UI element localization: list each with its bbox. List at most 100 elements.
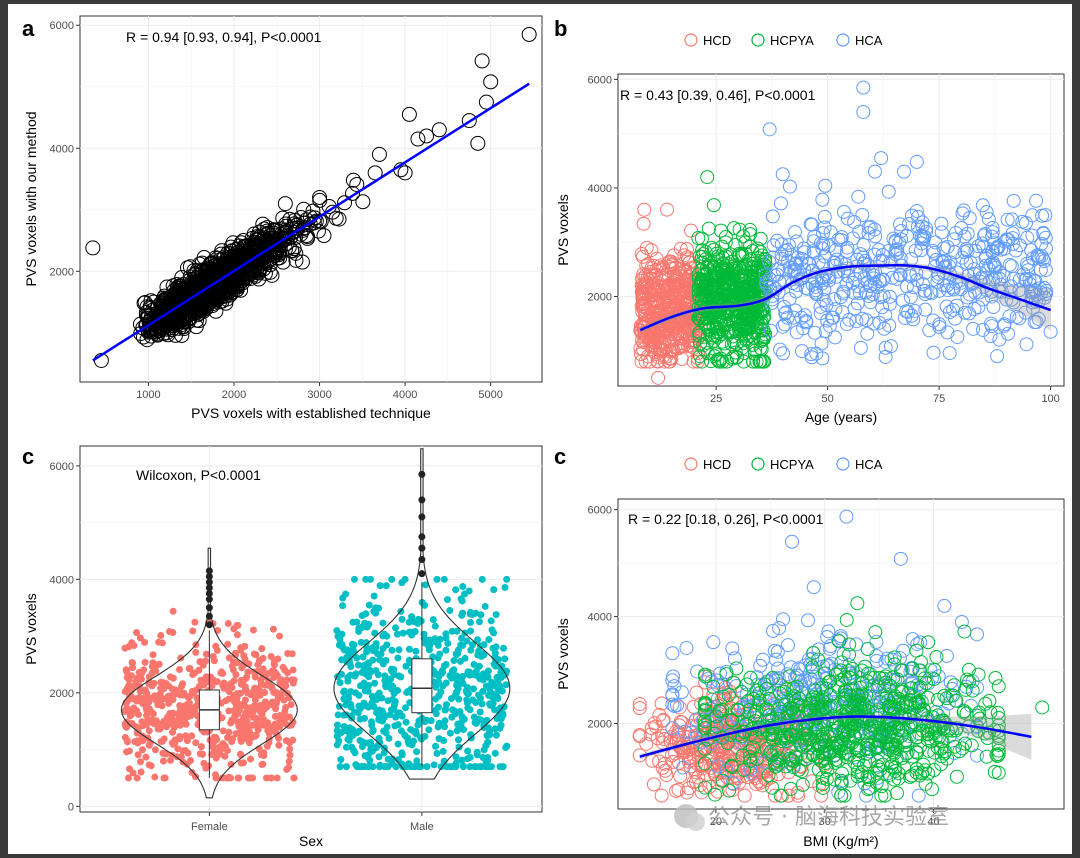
panel-c-violin-point-female xyxy=(137,768,145,776)
panel-a-point xyxy=(207,293,223,309)
panel-b-point-hca xyxy=(758,268,773,283)
panel-b-point-hcpya xyxy=(737,270,752,285)
panel-b-point-hca xyxy=(926,345,941,360)
panel-a-xtick-label: 3000 xyxy=(307,389,331,401)
panel-c-violin-point-male xyxy=(347,663,355,671)
panel-c-violin-point-male xyxy=(476,675,484,683)
panel-c-violin-point-female xyxy=(180,719,188,727)
panel-a-point xyxy=(401,106,417,122)
panel-c-bmi-legend-label-hcpya: HCPYA xyxy=(770,457,814,472)
panel-c-violin-point-male xyxy=(365,682,373,690)
panel-b-legend-label-hcd: HCD xyxy=(703,33,731,48)
panel-c-violin-point-female xyxy=(237,646,245,654)
panel-b-point-hcpya xyxy=(757,309,772,324)
panel-b-point-hca xyxy=(852,286,867,301)
panel-b-point-hcd xyxy=(666,277,681,292)
panel-b-point-hca xyxy=(925,243,940,258)
panel-b-point-hca xyxy=(962,287,977,302)
panel-c-bmi-point-hcd xyxy=(737,788,752,803)
panel-c-violin-point-male xyxy=(503,575,511,583)
panel-c-violin-point-male xyxy=(373,696,381,704)
panel-a-point xyxy=(253,233,269,249)
panel-a-point xyxy=(367,165,383,181)
panel-c-violin-point-female xyxy=(270,661,278,669)
panel-c-violin-point-male xyxy=(356,682,364,690)
panel-b-point-hca xyxy=(860,326,875,341)
panel-c-violin-point-female xyxy=(125,643,133,651)
panel-b-point-hcd xyxy=(662,278,677,293)
panel-c-violin-point-male xyxy=(372,609,380,617)
panel-c-violin-point-female xyxy=(177,682,185,690)
panel-c-violin-point-male xyxy=(438,667,446,675)
panel-c-bmi-points xyxy=(632,509,1050,803)
panel-c-violin-point-male xyxy=(333,721,341,729)
panel-c-bmi-point-hcd xyxy=(790,785,805,800)
panel-c-violin-point-male xyxy=(375,706,383,714)
panel-b-point-hcpya xyxy=(701,322,716,337)
panel-c-violin-point-male xyxy=(412,647,420,655)
panel-c-violin-point-male xyxy=(484,724,492,732)
panel-c-violin-point-male xyxy=(477,642,485,650)
panel-c-violin-point-male xyxy=(354,661,362,669)
panel-b-point-hca xyxy=(955,250,970,265)
panel-b-point-hca xyxy=(975,198,990,213)
panel-c-violin-point-female xyxy=(142,721,150,729)
panel-c-violin-point-male xyxy=(467,731,475,739)
panel-c-violin-point-male xyxy=(435,692,443,700)
panel-c-violin-point-male xyxy=(454,684,462,692)
panel-c-violin-point-female xyxy=(256,687,264,695)
panel-c-violin-point-male xyxy=(502,681,510,689)
panel-c-violin-point-male xyxy=(475,618,483,626)
panel-c-violin-point-female xyxy=(145,727,153,735)
panel-c-violin-point-female xyxy=(285,763,293,771)
panel-b-annotation: R = 0.43 [0.39, 0.46], P<0.0001 xyxy=(620,87,816,103)
panel-b-point-hcpya xyxy=(698,317,713,332)
panel-c-bmi-point-hca xyxy=(689,712,704,727)
panel-c-violin-ytick-label: 2000 xyxy=(50,688,74,700)
panel-c-violin-point-female xyxy=(141,638,149,646)
panel-c-violin-point-female xyxy=(237,759,245,767)
panel-b-point-hca xyxy=(775,167,790,182)
panel-a-xtick-label: 4000 xyxy=(393,389,417,401)
panel-c-violin-point-female xyxy=(123,674,131,682)
panel-b-point-hca xyxy=(773,196,788,211)
panel-b-point-hcpya xyxy=(699,335,714,350)
panel-a-point xyxy=(235,275,251,291)
panel-b-point-hca xyxy=(765,209,780,224)
panel-c-violin-point-male xyxy=(490,629,498,637)
panel-b-point-hca xyxy=(914,236,929,251)
panel-b-point-hcpya xyxy=(695,243,710,258)
panel-b-point-hcpya xyxy=(758,251,773,266)
panel-c-bmi-point-hcd xyxy=(762,739,777,754)
panel-b-point-hca xyxy=(833,290,848,305)
panel-b-point-hca xyxy=(815,226,830,241)
panel-c-bmi-point-hcd xyxy=(654,788,669,803)
panel-c-violin-point-female xyxy=(200,681,208,689)
panel-c-violin-point-male xyxy=(383,632,391,640)
panel-c-bmi-point-hcd xyxy=(655,713,670,728)
panel-b-point-hcpya xyxy=(746,354,761,369)
panel-c-violin-point-female xyxy=(157,738,165,746)
panel-c-violin-point-male xyxy=(365,601,373,609)
panel-c-bmi-point-hcd xyxy=(768,788,783,803)
panel-b-point-hca xyxy=(946,302,961,317)
panel-c-violin-point-female xyxy=(213,646,221,654)
panel-c-violin-point-female xyxy=(165,699,173,707)
panel-c-violin-point-male xyxy=(403,688,411,696)
panel-c-violin-point-male xyxy=(423,763,431,771)
panel-c-violin-point-male xyxy=(337,755,345,763)
panel-b-point-hca xyxy=(782,291,797,306)
panel-c-violin-point-male xyxy=(429,616,437,624)
panel-c-violin-point-female xyxy=(183,760,191,768)
panel-c-violin-point-male xyxy=(452,586,460,594)
panel-a-point xyxy=(410,131,426,147)
panel-c-violin-annotation: Wilcoxon, P<0.0001 xyxy=(136,467,261,483)
panel-c-violin-point-female xyxy=(169,607,177,615)
panel-b-point-hca xyxy=(978,251,993,266)
panel-c-violin-point-male xyxy=(412,730,420,738)
panel-b-point-hca xyxy=(888,233,903,248)
panel-c-bmi-point-hca xyxy=(701,671,716,686)
panel-c-bmi-point-hca xyxy=(954,614,969,629)
panel-b-point-hca xyxy=(1043,324,1058,339)
